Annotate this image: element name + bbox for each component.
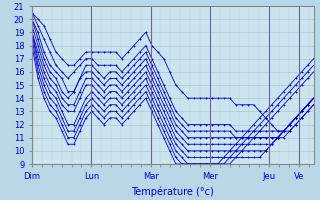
X-axis label: Température (°c): Température (°c): [132, 186, 214, 197]
